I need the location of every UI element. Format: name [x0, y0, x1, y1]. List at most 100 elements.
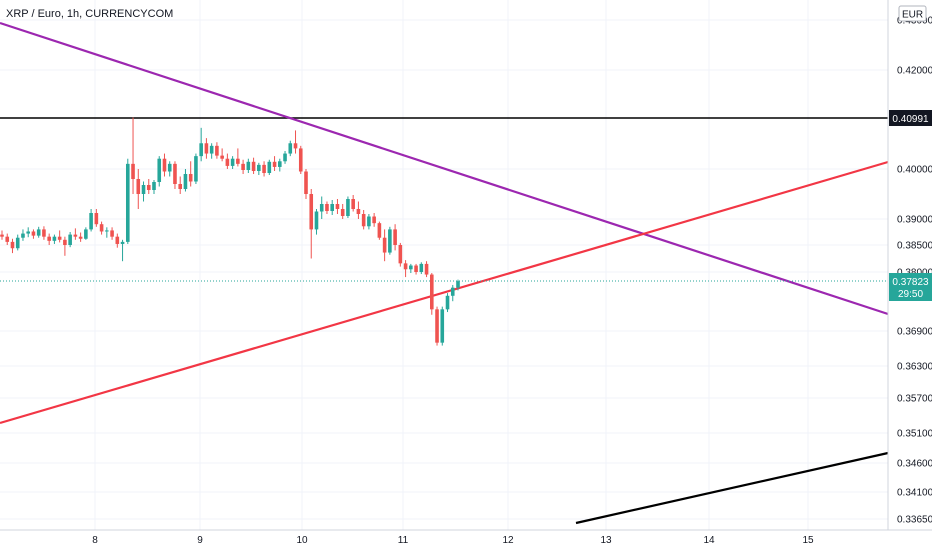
time-tick-label: 14	[703, 535, 715, 546]
candle-body	[0, 234, 4, 237]
grid	[0, 0, 888, 530]
candle-body	[220, 155, 224, 159]
candle-body	[414, 265, 418, 272]
price-tick-label: 0.34100	[897, 488, 932, 499]
candle-body	[450, 287, 455, 296]
candle-body	[419, 263, 424, 272]
last-price-label: 0.37823	[892, 277, 929, 288]
candle-body	[403, 263, 408, 270]
candle-body	[257, 164, 261, 171]
candle-body	[99, 224, 104, 232]
currency-badge-box	[898, 5, 927, 22]
candle-body	[314, 211, 319, 230]
candle-body	[73, 234, 78, 237]
candle-body	[110, 230, 114, 237]
currency-badge: EUR	[902, 10, 923, 21]
candle-body	[47, 236, 51, 241]
time-tick-label: 13	[600, 535, 612, 546]
candle-body	[209, 145, 214, 154]
candle-body	[382, 237, 387, 253]
candle-body	[120, 241, 125, 244]
candle-body	[372, 216, 376, 224]
chart-title: XRP / Euro, 1h, CURRENCYCOM	[6, 8, 173, 20]
candle-body	[10, 241, 15, 249]
candle-body	[277, 161, 282, 167]
candle-body	[393, 229, 397, 245]
candle-body	[267, 161, 272, 173]
time-tick-label: 15	[802, 535, 814, 546]
candle-body	[173, 163, 177, 184]
candle-body	[136, 179, 141, 194]
price-tick-label: 0.36300	[897, 362, 932, 373]
price-tick-label: 0.39000	[897, 215, 932, 226]
candle-body	[367, 216, 371, 227]
time-axis-ticks: 8 9 10 11 12 13 14 15	[92, 535, 814, 546]
candle-body	[162, 158, 167, 172]
candle-body	[246, 161, 251, 170]
candle-body	[105, 230, 109, 232]
candle-body	[340, 209, 345, 216]
candle-body	[167, 163, 172, 172]
hline-price-label: 0.40991	[892, 114, 929, 125]
candle-body	[225, 158, 230, 166]
candle-body	[94, 213, 99, 225]
candle-body	[146, 185, 151, 190]
candle-body	[288, 143, 293, 154]
time-tick-label: 11	[398, 535, 409, 546]
candle-body	[89, 213, 93, 230]
candle-body	[356, 209, 361, 214]
candle-body	[388, 229, 392, 253]
candle-body	[335, 204, 340, 209]
candle-body	[377, 223, 382, 238]
candle-body	[435, 309, 439, 343]
price-tick-label: 0.36900	[897, 327, 932, 338]
candle-body	[304, 171, 308, 194]
candle-body	[298, 148, 303, 172]
price-tick-label: 0.33650	[897, 515, 932, 526]
candle-body	[42, 229, 46, 237]
candle-body	[215, 145, 219, 156]
candle-body	[178, 184, 183, 189]
candle-body	[445, 295, 450, 310]
candle-body	[346, 199, 350, 216]
red-trendline[interactable]	[0, 160, 889, 425]
candle-body	[31, 231, 36, 236]
candle-body	[440, 309, 445, 343]
candle-body	[429, 274, 434, 310]
price-tick-label: 0.35700	[897, 394, 932, 405]
time-axis-bg[interactable]	[0, 530, 888, 550]
candle-body	[125, 163, 130, 242]
candle-body	[325, 204, 329, 211]
candle-body	[351, 199, 355, 209]
price-tick-label: 0.34600	[897, 459, 932, 470]
candle-body	[36, 229, 41, 236]
candle-body	[63, 239, 67, 245]
time-tick-label: 10	[296, 535, 308, 546]
candle-body	[283, 153, 287, 162]
candle-body	[141, 185, 146, 194]
candle-body	[57, 236, 62, 240]
price-tick-label: 0.40000	[897, 165, 932, 176]
candle-body	[15, 237, 20, 249]
candle-body	[262, 164, 266, 173]
candle-body	[293, 143, 298, 149]
hline-price-label-box	[889, 110, 932, 126]
candle-body	[409, 265, 413, 270]
candle-body	[236, 158, 240, 164]
candle-body	[21, 233, 25, 238]
candle-body	[361, 214, 366, 227]
bar-countdown: 29:50	[898, 289, 923, 300]
candle-body	[5, 236, 10, 242]
candle-body	[199, 143, 203, 157]
candle-body	[330, 204, 335, 211]
candle-body	[309, 194, 314, 230]
candle-body	[68, 234, 72, 245]
candle-body	[26, 231, 31, 234]
trendlines[interactable]	[0, 21, 889, 525]
black-trendline[interactable]	[575, 451, 889, 525]
candle-body	[272, 161, 277, 167]
candle-body	[251, 161, 256, 171]
purple-trendline[interactable]	[0, 21, 889, 316]
